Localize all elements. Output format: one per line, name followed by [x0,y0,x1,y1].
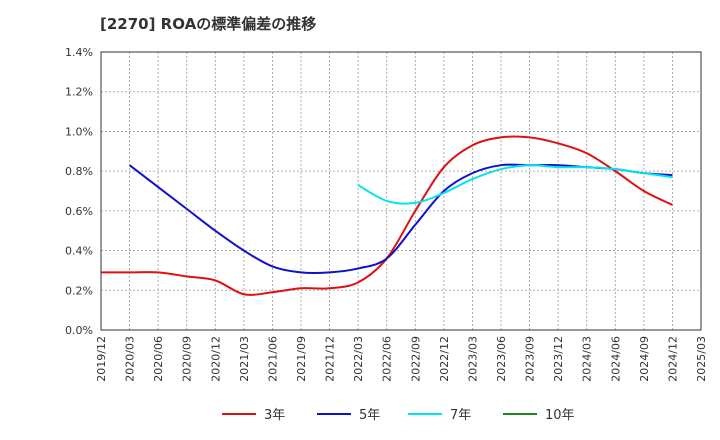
x-tick-label: 2019/12 [95,336,108,382]
legend-label-0: 3年 [264,408,285,423]
series-layer [101,135,673,296]
x-tick-label: 2022/12 [438,336,451,382]
y-axis: 0.0% 0.2% 0.4% 0.6% 0.8% 1.0% 1.2% 1.4% [65,46,93,337]
series-line-2 [357,164,673,205]
x-tick-label: 2024/12 [666,336,679,382]
y-tick-label: 0.4% [65,245,93,258]
plot-area [100,51,702,331]
y-tick-label: 1.4% [65,46,93,59]
x-tick-label: 2021/12 [324,336,337,382]
y-tick-label: 1.2% [65,86,93,99]
x-tick-label: 2024/06 [609,336,622,382]
x-tick-label: 2021/09 [295,336,308,382]
x-tick-label: 2020/09 [181,336,194,382]
x-tick-label: 2024/03 [581,336,594,382]
x-tick-label: 2023/12 [552,336,565,382]
x-tick-label: 2023/06 [495,336,508,382]
legend-label-2: 7年 [450,408,471,423]
x-tick-label: 2020/06 [152,336,165,382]
legend: 3年 5年 7年 10年 [222,408,575,423]
x-tick-label: 2025/03 [695,336,708,382]
x-tick-label: 2023/09 [524,336,537,382]
x-tick-label: 2022/09 [409,336,422,382]
x-axis: 2019/12 2020/03 2020/06 2020/09 2020/12 2021/… [95,336,708,382]
grid [100,51,702,331]
series-line-1 [128,163,673,275]
chart-title: [2270] ROAの標準偏差の推移 [100,15,316,33]
x-tick-label: 2022/03 [352,336,365,382]
x-tick-label: 2021/06 [266,336,279,382]
x-tick-label: 2020/03 [124,336,137,382]
y-tick-label: 0.6% [65,205,93,218]
legend-label-3: 10年 [545,408,575,423]
y-tick-label: 0.0% [65,324,93,337]
legend-label-1: 5年 [359,408,380,423]
x-tick-label: 2021/03 [238,336,251,382]
y-tick-label: 0.2% [65,284,93,297]
x-tick-label: 2023/03 [466,336,479,382]
x-tick-label: 2020/12 [209,336,222,382]
y-tick-label: 1.0% [65,125,93,138]
y-tick-label: 0.8% [65,165,93,178]
x-tick-label: 2022/06 [381,336,394,382]
x-tick-label: 2024/09 [638,336,651,382]
